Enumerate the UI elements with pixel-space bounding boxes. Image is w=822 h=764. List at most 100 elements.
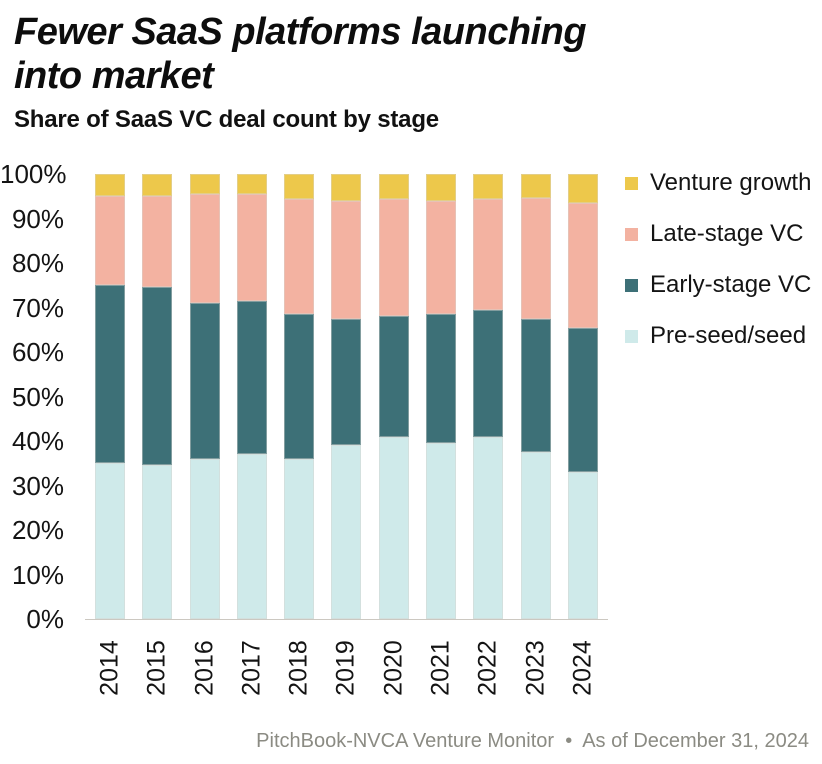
x-axis: 2014 2015 2016 2017 2018 2019 2020 2021 2022 2023… (88, 628, 608, 708)
x-tick-label: 2014 (95, 640, 124, 696)
legend-label: Pre-seed/seed (650, 322, 807, 349)
bar-segment (331, 200, 362, 319)
bar-segment (426, 200, 457, 315)
bar-2023 (520, 174, 551, 619)
bar-segment (520, 174, 551, 199)
x-tick: 2019 (331, 628, 361, 708)
legend-label: Late-stage VC (650, 220, 804, 247)
bar-2022 (473, 174, 504, 619)
x-tick-label: 2022 (473, 640, 502, 696)
bar-2017 (236, 174, 267, 619)
y-tick-label: 0% (26, 604, 64, 634)
bar-segment (142, 174, 173, 197)
bar-segment (236, 300, 267, 455)
x-tick: 2018 (284, 628, 314, 708)
bar-segment (189, 303, 220, 459)
bar-segment (378, 436, 409, 619)
y-tick-label: 10% (11, 559, 64, 590)
bar-segment (567, 202, 598, 328)
bar-segment (426, 314, 457, 444)
bar-segment (473, 309, 504, 437)
legend-swatch-icon (625, 278, 638, 292)
y-tick-label: 100% (0, 159, 67, 189)
x-tick-label: 2017 (237, 640, 266, 696)
bar-segment (473, 198, 504, 310)
bar-segment (236, 454, 267, 619)
plot-area (88, 174, 608, 619)
bar-2020 (378, 174, 409, 619)
x-tick: 2016 (190, 628, 220, 708)
legend-label: Venture growth (650, 169, 812, 196)
bar-segment (331, 318, 362, 446)
bar-segment (426, 174, 457, 201)
bar-segment (95, 196, 125, 286)
bar-2018 (284, 174, 315, 619)
bar-segment (189, 174, 220, 195)
bar-segment (520, 452, 551, 619)
chart-title-line-2: into market (14, 55, 214, 98)
legend-item-early-stage-vc: Early-stage VC (625, 271, 811, 298)
y-tick-label: 70% (11, 292, 64, 323)
bar-segment (378, 316, 409, 437)
legend-swatch-icon (625, 176, 638, 190)
x-tick: 2023 (521, 628, 551, 708)
bar-segment (95, 285, 125, 464)
bar-segment (473, 174, 504, 199)
bar-segment (236, 194, 267, 301)
x-tick-label: 2023 (521, 640, 550, 696)
bar-segment (189, 458, 220, 619)
chart-subtitle: Share of SaaS VC deal count by stage (14, 106, 439, 133)
bar-segment (142, 287, 173, 466)
bar-segment (426, 443, 457, 619)
bar-2019 (331, 174, 362, 619)
bar-segment (284, 198, 315, 315)
y-tick-label: 50% (11, 381, 64, 412)
bar-segment (378, 198, 409, 317)
chart-title-line-1: Fewer SaaS platforms launching (14, 11, 587, 53)
x-axis-line (85, 619, 608, 620)
y-tick-label: 40% (11, 426, 64, 456)
bar-segment (142, 465, 173, 619)
x-tick: 2024 (568, 628, 598, 708)
x-tick: 2015 (142, 628, 172, 708)
bar-segment (189, 194, 220, 304)
x-tick: 2022 (473, 628, 503, 708)
bar-2024 (567, 174, 598, 619)
legend-item-venture-growth: Venture growth (625, 169, 812, 196)
x-tick-label: 2021 (426, 640, 455, 696)
bar-segment (331, 174, 362, 201)
x-tick: 2020 (379, 628, 409, 708)
bar-segment (284, 458, 315, 619)
x-tick-label: 2019 (331, 640, 360, 696)
bar-segment (378, 174, 409, 199)
bar-segment (284, 174, 315, 199)
y-tick-label: 90% (11, 203, 64, 234)
legend-item-late-stage-vc: Late-stage VC (625, 220, 811, 247)
bar-segment (567, 472, 598, 619)
bar-segment (95, 463, 125, 619)
y-tick-label: 20% (11, 515, 64, 545)
x-tick: 2017 (237, 628, 267, 708)
y-tick-label: 80% (11, 248, 64, 278)
legend-item-pre-seed-seed: Pre-seed/seed (625, 322, 811, 349)
legend-swatch-icon (625, 227, 638, 241)
bar-segment (520, 318, 551, 453)
x-tick-label: 2024 (568, 640, 597, 696)
bar-segment (284, 314, 315, 459)
source-attribution: PitchBook-NVCA Venture Monitor • As of D… (256, 730, 809, 752)
bar-segment (473, 436, 504, 619)
x-tick-label: 2015 (142, 640, 171, 696)
x-tick-label: 2016 (190, 640, 219, 696)
bar-2015 (142, 174, 173, 619)
legend: Venture growth Late-stage VC Early-stage V… (625, 169, 812, 374)
x-tick-label: 2020 (379, 640, 408, 696)
y-tick-label: 30% (11, 470, 64, 501)
x-tick: 2021 (426, 628, 456, 708)
bar-segment (567, 174, 598, 203)
bar-segment (142, 196, 173, 288)
bar-2021 (426, 174, 457, 619)
bar-segment (236, 174, 267, 195)
y-tick-label: 60% (11, 337, 64, 367)
bar-segment (95, 174, 125, 197)
